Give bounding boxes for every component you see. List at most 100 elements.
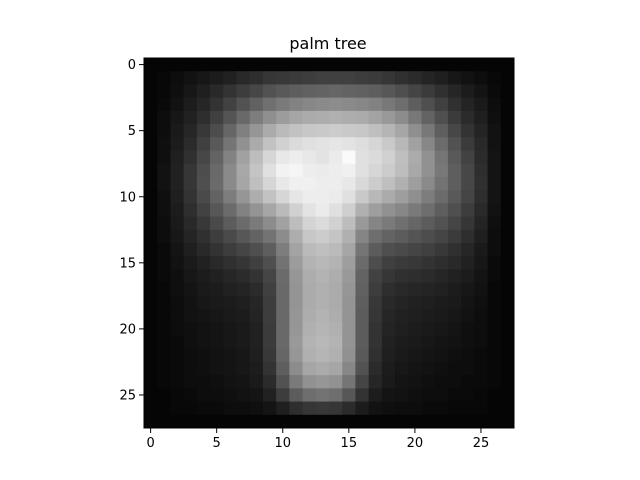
heatmap-cell	[289, 243, 304, 257]
heatmap-cell	[408, 282, 422, 297]
heatmap-cell	[329, 216, 343, 231]
heatmap-cell	[395, 256, 409, 270]
heatmap-cell	[447, 163, 462, 178]
heatmap-cell	[249, 361, 264, 376]
heatmap-cell	[395, 348, 409, 363]
heatmap-cell	[329, 84, 343, 99]
heatmap-cell	[249, 229, 264, 244]
heatmap-cell	[447, 176, 462, 191]
heatmap-cell	[434, 269, 449, 284]
heatmap-cell	[289, 256, 304, 270]
heatmap-cell	[196, 229, 211, 244]
heatmap-cell	[447, 229, 462, 244]
heatmap-cell	[236, 375, 251, 389]
heatmap-cell	[157, 269, 171, 284]
heatmap-cell	[342, 269, 356, 284]
heatmap-cell	[342, 124, 356, 138]
heatmap-cell	[170, 388, 185, 403]
heatmap-cell	[262, 401, 277, 416]
heatmap-cell	[223, 97, 237, 112]
heatmap-cell	[461, 388, 475, 403]
heatmap-cell	[236, 348, 251, 363]
heatmap-cell	[262, 71, 277, 85]
heatmap-cell	[196, 375, 211, 389]
heatmap-cell	[395, 150, 409, 165]
heatmap-cell	[262, 269, 277, 284]
heatmap-cell	[210, 388, 224, 403]
heatmap-cell	[342, 282, 356, 297]
heatmap-cell	[289, 375, 304, 389]
heatmap-cell	[210, 401, 224, 416]
heatmap-cell	[315, 375, 330, 389]
heatmap-cell	[342, 163, 356, 178]
heatmap-cell	[170, 282, 185, 297]
heatmap-cell	[500, 71, 515, 85]
heatmap-cell	[302, 375, 317, 389]
heatmap-cell	[434, 348, 449, 363]
heatmap-cell	[487, 203, 502, 218]
heatmap-cell	[487, 361, 502, 376]
heatmap-cell	[342, 137, 356, 151]
heatmap-cell	[315, 229, 330, 244]
heatmap-cell	[315, 163, 330, 178]
heatmap-cell	[144, 388, 158, 403]
heatmap-cell	[500, 348, 515, 363]
heatmap-cell	[434, 229, 449, 244]
heatmap-cell	[355, 163, 370, 178]
heatmap-cell	[289, 269, 304, 284]
heatmap-cell	[157, 97, 171, 112]
heatmap-cell	[408, 322, 422, 336]
heatmap-cell	[170, 163, 185, 178]
heatmap-cell	[421, 295, 436, 310]
heatmap-cell	[170, 348, 185, 363]
heatmap-cell	[447, 203, 462, 218]
heatmap-cell	[210, 322, 224, 336]
heatmap-cell	[500, 361, 515, 376]
heatmap-cell	[276, 150, 290, 165]
heatmap-cell	[474, 203, 489, 218]
heatmap-cell	[249, 176, 264, 191]
heatmap-cell	[368, 243, 383, 257]
heatmap-grid	[144, 58, 515, 429]
heatmap-cell	[249, 414, 264, 429]
heatmap-cell	[183, 137, 198, 151]
heatmap-cell	[447, 335, 462, 350]
heatmap-cell	[395, 295, 409, 310]
heatmap-cell	[170, 256, 185, 270]
heatmap-cell	[355, 229, 370, 244]
heatmap-cell	[289, 322, 304, 336]
heatmap-cell	[262, 414, 277, 429]
heatmap-cell	[262, 124, 277, 138]
heatmap-cell	[157, 375, 171, 389]
heatmap-cell	[434, 137, 449, 151]
heatmap-cell	[368, 295, 383, 310]
heatmap-cell	[329, 176, 343, 191]
heatmap-cell	[315, 414, 330, 429]
heatmap-cell	[236, 84, 251, 99]
heatmap-cell	[329, 401, 343, 416]
heatmap-cell	[144, 58, 158, 72]
heatmap-cell	[183, 229, 198, 244]
heatmap-cell	[368, 229, 383, 244]
heatmap-cell	[183, 97, 198, 112]
heatmap-cell	[500, 150, 515, 165]
heatmap-cell	[144, 282, 158, 297]
heatmap-cell	[381, 335, 396, 350]
heatmap-cell	[355, 269, 370, 284]
heatmap-cell	[329, 348, 343, 363]
heatmap-cell	[474, 256, 489, 270]
heatmap-cell	[500, 269, 515, 284]
heatmap-cell	[395, 137, 409, 151]
heatmap-cell	[368, 137, 383, 151]
heatmap-cell	[434, 243, 449, 257]
heatmap-cell	[342, 71, 356, 85]
heatmap-cell	[276, 309, 290, 323]
heatmap-cell	[395, 388, 409, 403]
heatmap-cell	[196, 243, 211, 257]
heatmap-cell	[183, 216, 198, 231]
heatmap-cell	[183, 58, 198, 72]
heatmap-cell	[289, 71, 304, 85]
heatmap-cell	[170, 295, 185, 310]
heatmap-cell	[487, 124, 502, 138]
heatmap-cell	[487, 97, 502, 112]
